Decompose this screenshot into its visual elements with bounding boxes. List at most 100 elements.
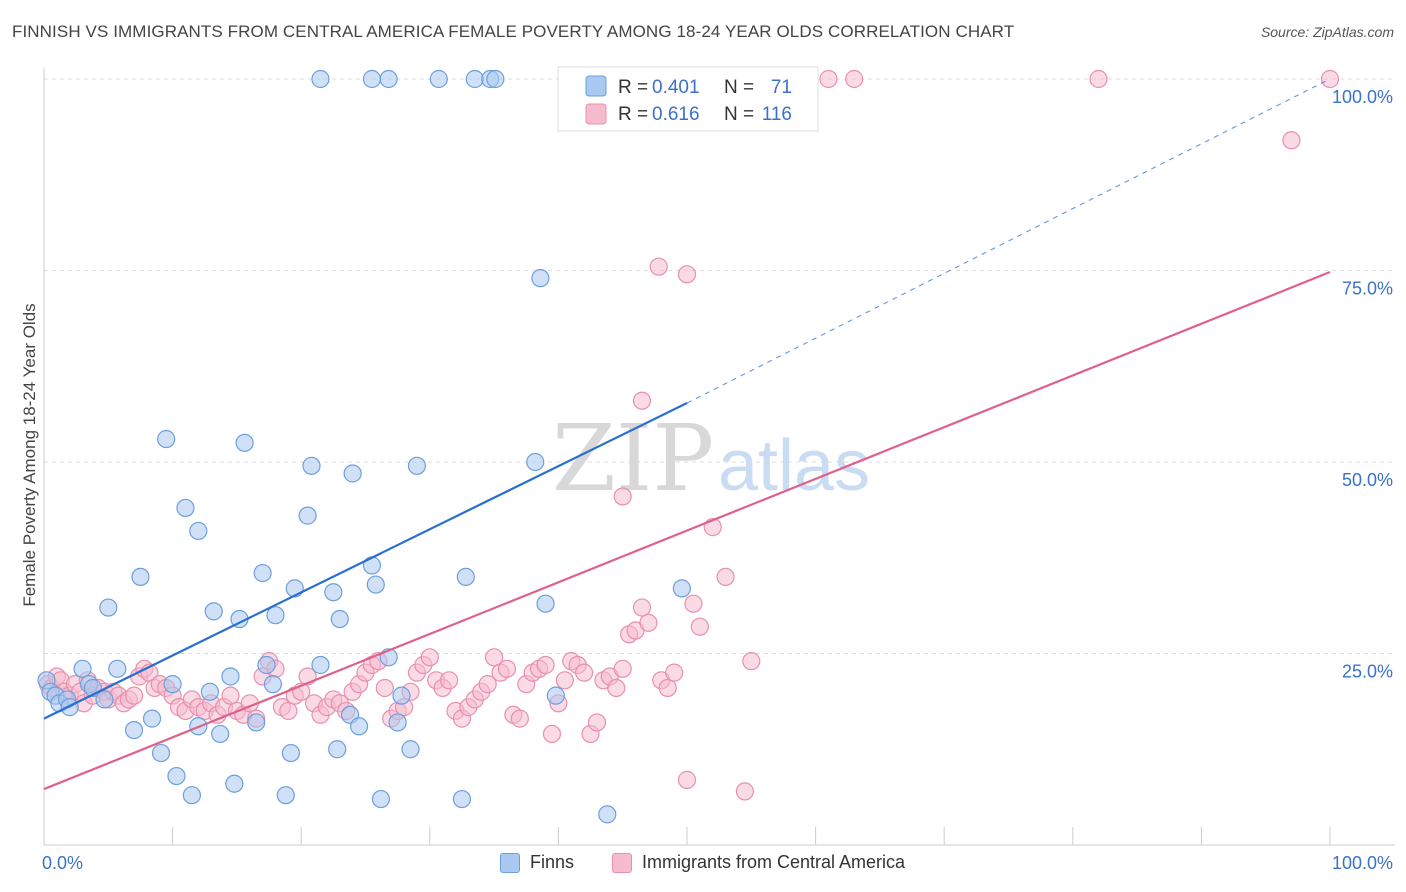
point-finns	[379, 69, 398, 89]
point-central-america	[639, 613, 658, 632]
y-tick-label: 75.0%	[1342, 279, 1393, 299]
point-central-america	[587, 713, 607, 732]
legend-swatch-finns	[585, 75, 607, 97]
point-finns	[452, 789, 472, 809]
point-central-america	[716, 567, 735, 587]
point-finns	[371, 789, 391, 809]
point-finns	[401, 740, 420, 759]
point-finns	[73, 659, 92, 678]
point-finns	[200, 682, 219, 701]
point-finns	[257, 655, 276, 675]
point-central-america	[1089, 69, 1108, 89]
point-finns	[167, 766, 186, 786]
point-finns	[531, 269, 550, 288]
legend-label-central-america: Immigrants from Central America	[642, 852, 906, 872]
point-finns	[302, 456, 321, 475]
point-central-america	[613, 487, 632, 506]
legend-swatch-finns-bottom	[500, 852, 520, 873]
x-tick-label: 100.0%	[1332, 853, 1393, 873]
point-finns	[176, 498, 195, 518]
point-finns	[343, 464, 362, 483]
point-central-america	[819, 69, 838, 89]
point-finns	[526, 452, 545, 472]
y-axis-title: Female Poverty Among 18-24 Year Olds	[20, 303, 39, 606]
point-finns	[311, 69, 330, 89]
point-central-america	[665, 663, 684, 682]
point-central-america	[221, 686, 240, 705]
legend-swatch-central-america	[585, 103, 607, 125]
point-finns	[330, 609, 349, 629]
point-finns	[211, 724, 230, 744]
point-central-america	[478, 675, 497, 694]
point-central-america	[555, 671, 574, 690]
y-tick-label: 50.0%	[1342, 470, 1393, 490]
point-finns	[546, 686, 565, 705]
point-central-america	[649, 257, 668, 276]
grid-layer	[44, 78, 1395, 654]
legend-item-central-america: Immigrants from Central America	[612, 852, 905, 873]
point-central-america	[124, 686, 144, 705]
point-finns	[266, 606, 285, 625]
trendline-finns-extension	[686, 78, 1331, 404]
point-finns	[221, 667, 240, 686]
trend-layer	[43, 78, 1331, 791]
watermark-zip: ZIP	[552, 405, 714, 512]
point-finns	[204, 602, 223, 621]
point-finns	[456, 567, 475, 587]
legend-label-finns: Finns	[530, 852, 575, 872]
r-value-central-america: 0.616	[652, 104, 700, 125]
series-legend: Finns Immigrants from Central America	[0, 852, 1406, 878]
n-value-finns: 71	[771, 77, 792, 98]
point-central-america	[420, 648, 439, 667]
point-central-america	[735, 782, 754, 801]
chart-title: FINNISH VS IMMIGRANTS FROM CENTRAL AMERI…	[12, 22, 1015, 41]
n-label-2: N =	[724, 104, 754, 125]
point-central-america	[607, 678, 626, 698]
point-finns	[247, 713, 266, 732]
point-finns	[151, 743, 171, 763]
point-central-america	[1282, 131, 1301, 150]
point-central-america	[375, 678, 394, 698]
legend-item-finns: Finns	[500, 852, 574, 873]
n-value-central-america: 116	[762, 104, 792, 125]
point-central-america	[845, 69, 864, 89]
point-finns	[362, 69, 382, 89]
n-label-1: N =	[724, 77, 754, 98]
x-tick-label: 0.0%	[42, 853, 83, 873]
axes-layer	[43, 68, 1395, 846]
point-finns	[235, 433, 254, 452]
point-finns	[598, 805, 617, 824]
point-finns	[108, 659, 127, 678]
y-tick-label: 25.0%	[1342, 662, 1393, 682]
point-finns	[99, 598, 118, 617]
point-central-america	[632, 391, 652, 410]
point-central-america	[439, 671, 459, 690]
point-central-america	[279, 701, 298, 721]
point-finns	[429, 69, 448, 89]
point-finns	[407, 456, 427, 475]
point-finns	[324, 583, 343, 602]
r-value-finns: 0.401	[652, 77, 700, 98]
point-central-america	[677, 770, 697, 789]
point-finns	[465, 69, 484, 89]
point-central-america	[497, 659, 517, 678]
point-central-america	[485, 648, 504, 667]
point-finns	[276, 786, 295, 805]
point-central-america	[632, 598, 652, 617]
point-central-america	[677, 265, 697, 284]
point-finns	[131, 567, 150, 587]
source-label: Source: ZipAtlas.com	[1260, 24, 1394, 40]
r-label-2: R =	[618, 104, 648, 125]
point-finns	[328, 740, 347, 759]
point-central-america	[742, 652, 761, 671]
point-finns	[182, 786, 201, 805]
point-finns	[225, 774, 244, 793]
point-finns	[263, 675, 283, 694]
point-finns	[142, 709, 162, 728]
tick-labels: 25.0% 50.0% 75.0% 100.0% 0.0% 100.0%	[42, 87, 1393, 873]
point-finns	[311, 655, 330, 675]
point-finns	[253, 563, 272, 583]
point-finns	[349, 717, 369, 736]
point-finns	[392, 686, 411, 705]
